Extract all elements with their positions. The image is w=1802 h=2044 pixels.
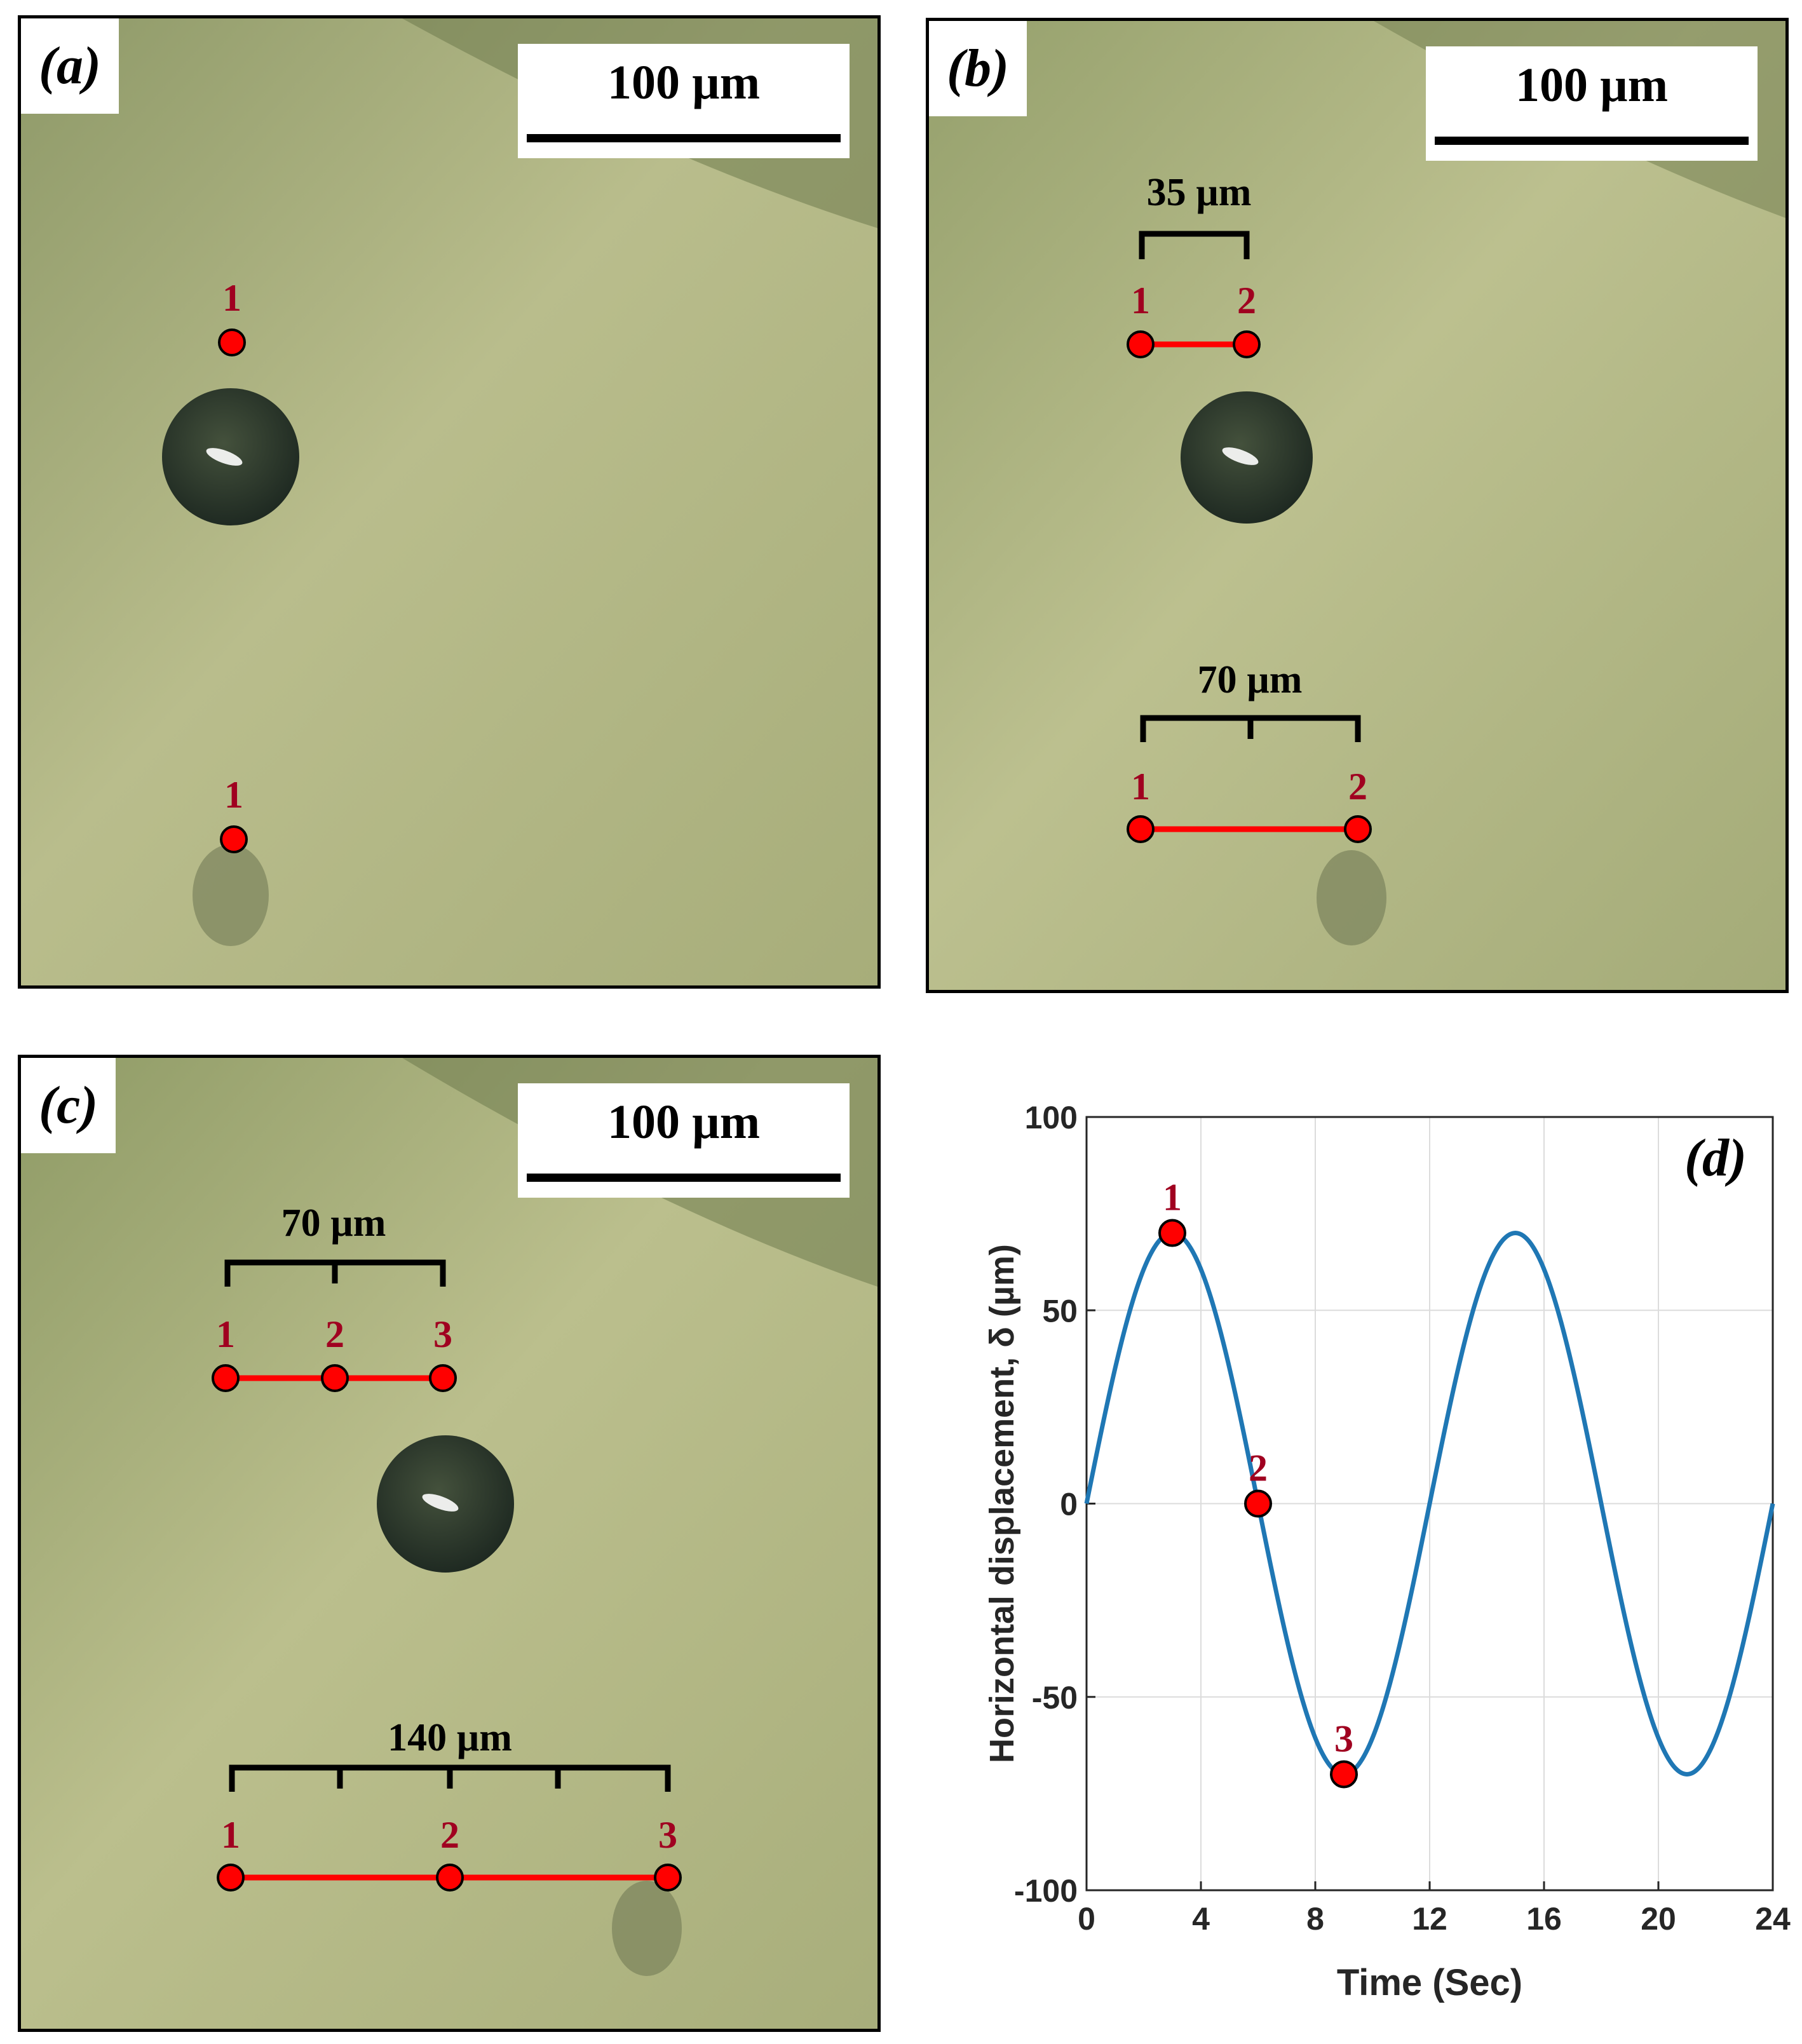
- bracket: [1140, 715, 1361, 742]
- marker-dot: [1344, 815, 1372, 843]
- marker-label: 2: [440, 1814, 459, 1856]
- marker-label: 2: [325, 1313, 344, 1355]
- marker-label: 1: [221, 1814, 240, 1856]
- x-tick-label: 12: [1412, 1901, 1447, 1937]
- scale-bar: 100 µm: [518, 1083, 850, 1198]
- marker-dot: [1127, 330, 1155, 358]
- x-tick-label: 16: [1526, 1901, 1562, 1937]
- marker-label: 1: [224, 774, 243, 816]
- y-tick-label: 0: [1060, 1487, 1078, 1522]
- scale-bar: 100 µm: [518, 44, 850, 158]
- displacement-curve: [1084, 1231, 1775, 1777]
- highlight-point: [1330, 1760, 1358, 1789]
- bracket-label: 70 µm: [1198, 658, 1303, 701]
- marker-dot: [654, 1864, 682, 1892]
- x-tick-label: 4: [1192, 1901, 1210, 1937]
- highlight-point: [1244, 1489, 1272, 1518]
- x-tick-label: 20: [1641, 1901, 1676, 1937]
- scale-bar-label: 100 µm: [607, 56, 761, 109]
- highlight-point-label: 3: [1334, 1717, 1353, 1759]
- micrograph-panel-b: 35 µm 1 2 70 µm 1 2 (b) 100 µm: [926, 18, 1789, 993]
- marker-label: 3: [433, 1313, 452, 1355]
- bracket: [224, 1259, 446, 1287]
- bracket-label: 35 µm: [1147, 171, 1252, 214]
- marker-label: 1: [1131, 766, 1150, 808]
- marker-dot: [436, 1864, 464, 1892]
- scale-bar-label: 100 µm: [607, 1095, 761, 1149]
- bracket: [1139, 231, 1250, 259]
- marker-dot: [217, 1864, 245, 1892]
- highlight-point-label: 2: [1249, 1447, 1268, 1489]
- marker-dot: [218, 328, 246, 356]
- marker-overlay-c: 70 µm 1 2 3 140 µm 1 2 3: [212, 1201, 682, 1892]
- y-tick-label: -100: [1014, 1873, 1078, 1909]
- micrograph-panel-c: 70 µm 1 2 3 140 µm 1 2 3 (c) 100 µm: [18, 1055, 881, 2032]
- marker-overlay-b: 35 µm 1 2 70 µm 1 2: [1127, 171, 1372, 843]
- scale-bar-line: [1435, 137, 1749, 145]
- marker-label: 1: [1131, 280, 1150, 321]
- panel-tag: (c): [21, 1058, 116, 1153]
- panel-tag: (a): [21, 18, 119, 114]
- highlight-points: 1 2 3: [1158, 1177, 1358, 1789]
- bracket-label: 140 µm: [388, 1716, 512, 1759]
- marker-label: 2: [1348, 766, 1367, 808]
- marker-dot: [1127, 815, 1155, 843]
- x-tick-label: 8: [1306, 1901, 1324, 1937]
- marker-dot: [321, 1364, 349, 1392]
- highlight-point: [1158, 1219, 1186, 1247]
- panel-tag: (d): [1684, 1128, 1747, 1188]
- x-tick-label: 24: [1755, 1901, 1791, 1937]
- marker-dot: [212, 1364, 240, 1392]
- y-tick-label: -50: [1032, 1680, 1078, 1716]
- marker-overlay-a: 1 1: [218, 277, 248, 853]
- y-tick-label: 50: [1042, 1293, 1078, 1329]
- x-tick-label: 0: [1078, 1901, 1095, 1937]
- panel-tag: (b): [929, 21, 1027, 116]
- scale-bar-line: [527, 134, 841, 142]
- marker-dot: [429, 1364, 457, 1392]
- marker-dot: [220, 825, 248, 853]
- y-axis-label: Horizontal displacement, δ (µm): [983, 1244, 1021, 1763]
- scale-bar-line: [527, 1174, 841, 1182]
- marker-label: 1: [216, 1313, 235, 1355]
- highlight-point-label: 1: [1163, 1177, 1182, 1219]
- marker-dot: [1233, 330, 1261, 358]
- x-axis-label: Time (Sec): [1337, 1962, 1522, 2003]
- micrograph-panel-a: 1 1 (a) 100 µm: [18, 15, 881, 989]
- bracket-label: 70 µm: [281, 1201, 386, 1245]
- marker-label: 1: [222, 277, 241, 319]
- scale-bar-label: 100 µm: [1515, 58, 1669, 112]
- y-tick-label: 100: [1025, 1100, 1078, 1135]
- scale-bar: 100 µm: [1426, 46, 1758, 161]
- marker-label: 3: [658, 1814, 677, 1856]
- marker-label: 2: [1237, 280, 1256, 321]
- bracket: [229, 1764, 671, 1792]
